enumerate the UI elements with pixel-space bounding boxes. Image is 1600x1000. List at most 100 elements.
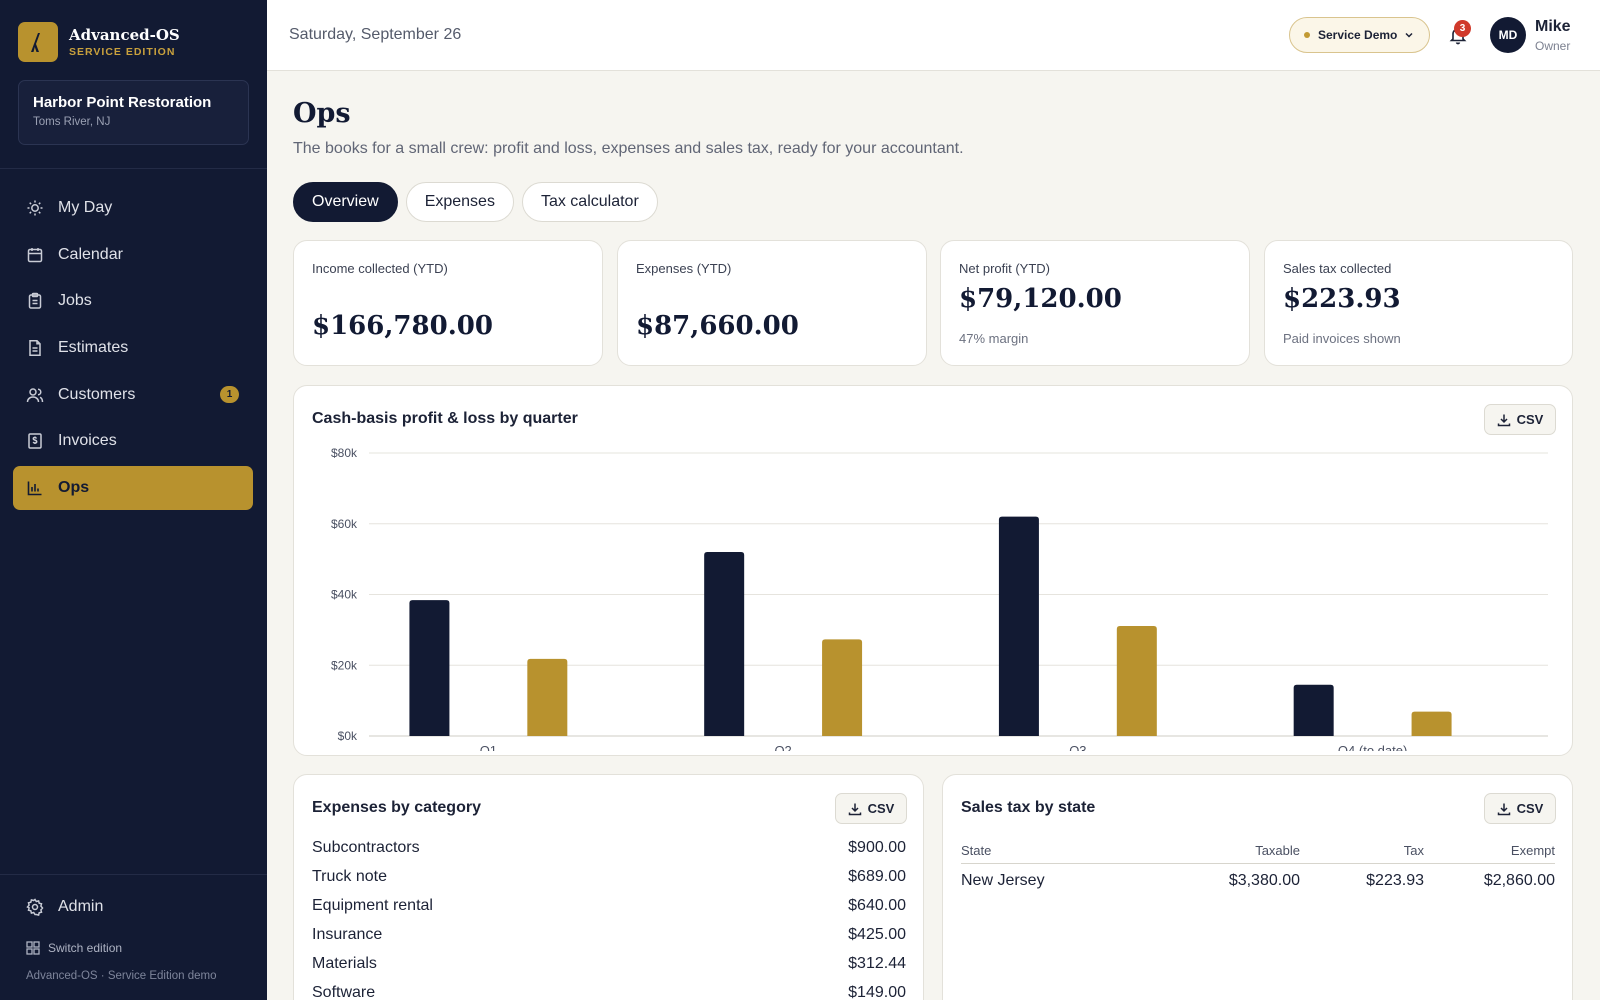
income-bar <box>998 516 1039 736</box>
csv-download-button[interactable]: CSV <box>1484 404 1556 435</box>
sidebar-nav: My Day Calendar Jobs Estimates Customers <box>13 186 253 513</box>
list-item: Subcontractors $900.00 <box>312 839 906 868</box>
chevron-down-icon <box>1404 30 1414 40</box>
csv-label: CSV <box>1516 801 1544 816</box>
company-name: Harbor Point Restoration <box>33 94 212 111</box>
users-icon <box>26 386 44 404</box>
invoice-icon <box>26 432 44 450</box>
topbar: Saturday, September 26 Service Demo 3 MD… <box>267 0 1600 71</box>
expenses-bar <box>822 639 863 736</box>
expense-amount: $689.00 <box>848 868 906 885</box>
switch-edition-label: Switch edition <box>48 941 123 955</box>
sidebar-divider <box>0 168 267 169</box>
brand-edition: SERVICE EDITION <box>69 46 176 58</box>
card-title: Sales tax by state <box>961 799 1096 816</box>
expense-amount: $312.44 <box>848 955 906 972</box>
kpi-card-expenses: Expenses (YTD) $87,660.00 <box>617 240 927 366</box>
expense-amount: $640.00 <box>848 897 906 914</box>
kpi-label: Income collected (YTD) <box>312 261 448 276</box>
document-icon <box>26 339 44 357</box>
sidebar-item-label: Estimates <box>58 339 129 357</box>
sidebar-item-invoices[interactable]: Invoices <box>13 419 253 463</box>
sidebar-item-my-day[interactable]: My Day <box>13 186 253 230</box>
list-item: Equipment rental $640.00 <box>312 897 906 926</box>
company-switcher[interactable]: Harbor Point Restoration Toms River, NJ <box>18 80 249 145</box>
table-cell-taxable: $3,380.00 <box>1228 872 1300 889</box>
page-title: Ops <box>293 98 351 129</box>
grid-icon <box>26 941 40 955</box>
brand-logo-icon <box>18 22 58 62</box>
csv-label: CSV <box>867 801 895 816</box>
clipboard-icon <box>26 292 44 310</box>
demo-selector[interactable]: Service Demo <box>1289 17 1430 53</box>
table-divider <box>961 863 1555 864</box>
sales-tax-by-state-card: Sales tax by state CSV State Taxable Tax… <box>942 774 1573 1000</box>
list-item: Software $149.00 <box>312 984 906 1000</box>
y-tick-label: $80k <box>331 446 358 460</box>
brand[interactable]: Advanced-OS SERVICE EDITION <box>18 22 180 62</box>
gear-icon <box>26 898 44 916</box>
brand-name: Advanced-OS <box>69 26 180 44</box>
card-title: Cash-basis profit & loss by quarter <box>312 410 578 427</box>
sidebar-item-calendar[interactable]: Calendar <box>13 233 253 277</box>
user-name[interactable]: Mike <box>1535 18 1571 35</box>
sidebar-item-customers[interactable]: Customers 1 <box>13 373 253 417</box>
pl-chart-card: Cash-basis profit & loss by quarter CSV … <box>293 385 1573 756</box>
card-title: Expenses by category <box>312 799 481 816</box>
tab-overview[interactable]: Overview <box>293 182 398 222</box>
customers-count-badge: 1 <box>220 385 239 403</box>
bar-chart-icon <box>26 479 44 497</box>
sidebar-item-label: Ops <box>58 479 90 497</box>
table-cell-state: New Jersey <box>961 872 1045 889</box>
expense-category: Equipment rental <box>312 897 433 914</box>
table-cell-tax: $223.93 <box>1366 872 1424 889</box>
sidebar-item-ops[interactable]: Ops <box>13 466 253 511</box>
avatar[interactable]: MD <box>1490 17 1526 53</box>
sidebar-item-label: My Day <box>58 199 113 216</box>
kpi-card-sales-tax: Sales tax collected $223.93 Paid invoice… <box>1264 240 1573 366</box>
x-tick-label: Q4 (to date) <box>1338 743 1407 751</box>
income-bar <box>704 552 745 736</box>
sidebar-item-label: Calendar <box>58 245 123 263</box>
tab-bar: Overview Expenses Tax calculator <box>293 182 666 222</box>
expense-category: Insurance <box>312 926 383 943</box>
sidebar-item-label: Jobs <box>58 292 92 310</box>
income-bar <box>409 600 450 736</box>
kpi-label: Sales tax collected <box>1283 261 1392 276</box>
sun-icon <box>26 199 44 217</box>
csv-download-button[interactable]: CSV <box>835 793 907 824</box>
expenses-by-category-card: Expenses by category CSV Subcontractors … <box>293 774 924 1000</box>
company-location: Toms River, NJ <box>33 116 111 128</box>
list-item: Insurance $425.00 <box>312 926 906 955</box>
sidebar-footer-note: Advanced-OS · Service Edition demo <box>26 970 217 982</box>
y-tick-label: $0k <box>338 729 358 743</box>
expenses-bar <box>1116 625 1157 736</box>
x-tick-label: Q3 <box>1069 743 1086 751</box>
column-header: Tax <box>1403 843 1424 858</box>
kpi-value: $87,660.00 <box>636 311 799 341</box>
kpi-note: 47% margin <box>959 331 1029 346</box>
y-tick-label: $20k <box>331 658 358 672</box>
switch-edition-link[interactable]: Switch edition <box>26 941 122 955</box>
sidebar-item-admin[interactable]: Admin <box>26 898 103 916</box>
tab-tax-calculator[interactable]: Tax calculator <box>521 182 658 222</box>
sidebar-item-label: Invoices <box>58 432 117 450</box>
expenses-bar <box>1411 711 1452 736</box>
calendar-icon <box>26 246 44 264</box>
list-item: Materials $312.44 <box>312 955 906 984</box>
download-icon <box>1497 802 1511 816</box>
kpi-card-income: Income collected (YTD) $166,780.00 <box>293 240 603 366</box>
income-bar <box>1293 684 1334 736</box>
demo-selector-label: Service Demo <box>1318 28 1398 42</box>
table-cell-exempt: $2,860.00 <box>1483 872 1555 889</box>
csv-download-button[interactable]: CSV <box>1484 793 1556 824</box>
column-header: State <box>961 843 992 858</box>
kpi-label: Expenses (YTD) <box>636 261 732 276</box>
tab-expenses[interactable]: Expenses <box>405 182 514 222</box>
kpi-value: $223.93 <box>1283 284 1401 314</box>
sidebar-item-estimates[interactable]: Estimates <box>13 326 253 370</box>
sidebar-item-jobs[interactable]: Jobs <box>13 279 253 323</box>
kpi-card-net-profit: Net profit (YTD) $79,120.00 47% margin <box>940 240 1250 366</box>
kpi-note: Paid invoices shown <box>1283 331 1401 346</box>
